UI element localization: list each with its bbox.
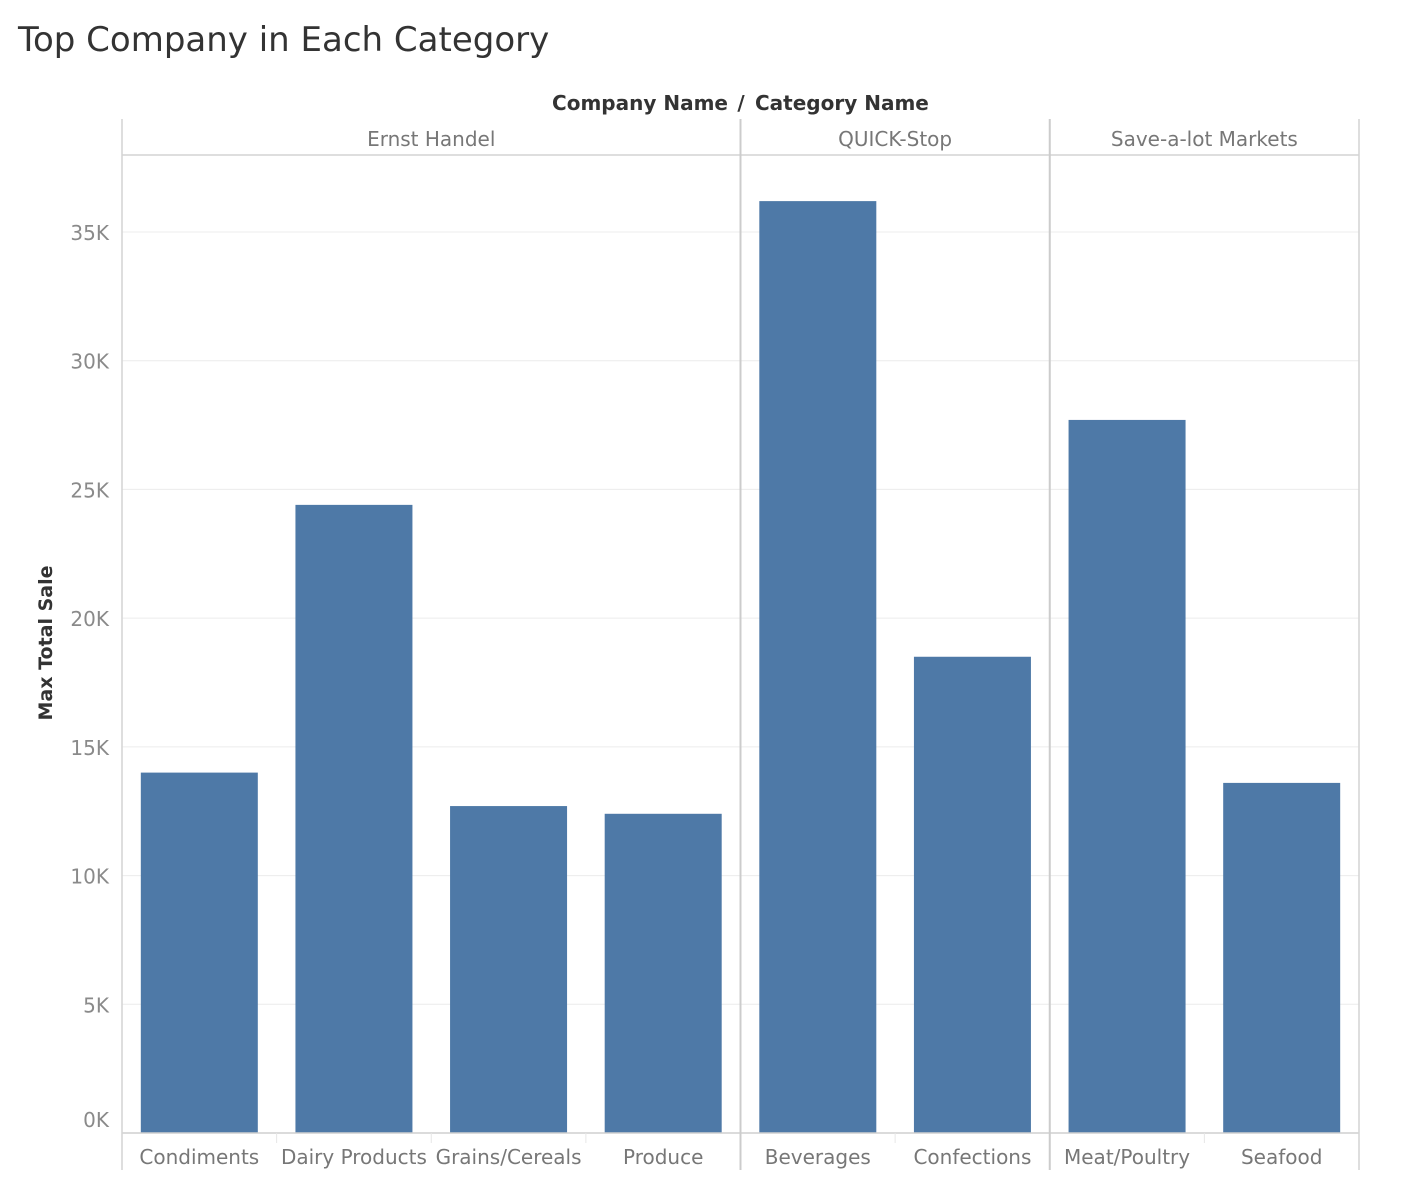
y-tick-label: 30K bbox=[70, 350, 109, 374]
chart-title: Top Company in Each Category bbox=[18, 20, 550, 60]
x-tick-label: Grains/Cereals bbox=[436, 1145, 582, 1169]
y-tick-label: 10K bbox=[70, 865, 109, 889]
bar bbox=[1068, 419, 1186, 1133]
y-axis-label: Max Total Sale bbox=[35, 565, 57, 720]
x-tick-label: Dairy Products bbox=[281, 1145, 427, 1169]
bar bbox=[1223, 782, 1341, 1133]
bar bbox=[295, 504, 413, 1134]
header-category-label: Category Name bbox=[755, 91, 929, 115]
x-tick-label: Beverages bbox=[765, 1145, 871, 1169]
y-tick-label: 35K bbox=[70, 221, 109, 245]
y-tick-label: 20K bbox=[70, 607, 109, 631]
bar bbox=[759, 201, 877, 1133]
bar bbox=[604, 813, 722, 1133]
x-tick-label: Confections bbox=[913, 1145, 1031, 1169]
bar bbox=[913, 656, 1031, 1133]
group-header-label: Ernst Handel bbox=[367, 127, 495, 151]
bar bbox=[450, 806, 568, 1133]
frame-layer bbox=[121, 119, 1360, 1170]
x-tick-label: Produce bbox=[623, 1145, 703, 1169]
y-tick-label: 15K bbox=[70, 736, 109, 760]
group-header-label: QUICK-Stop bbox=[838, 127, 952, 151]
bars-layer bbox=[140, 201, 1341, 1134]
y-tick-label: 0K bbox=[83, 1108, 110, 1132]
y-tick-label: 5K bbox=[83, 993, 110, 1017]
y-tick-label: 25K bbox=[70, 478, 109, 502]
header-separator: / bbox=[737, 91, 745, 115]
x-tick-label: Seafood bbox=[1241, 1145, 1322, 1169]
bar bbox=[140, 772, 258, 1133]
x-tick-label: Meat/Poultry bbox=[1064, 1145, 1190, 1169]
labels-layer: 0K 5K 10K 15K 20K 25K 30K 35K Condiments Dairy Pr… bbox=[70, 127, 1322, 1169]
header-company-label: Company Name bbox=[552, 91, 728, 115]
group-header-label: Save-a-lot Markets bbox=[1111, 127, 1298, 151]
x-tick-label: Condiments bbox=[139, 1145, 259, 1169]
